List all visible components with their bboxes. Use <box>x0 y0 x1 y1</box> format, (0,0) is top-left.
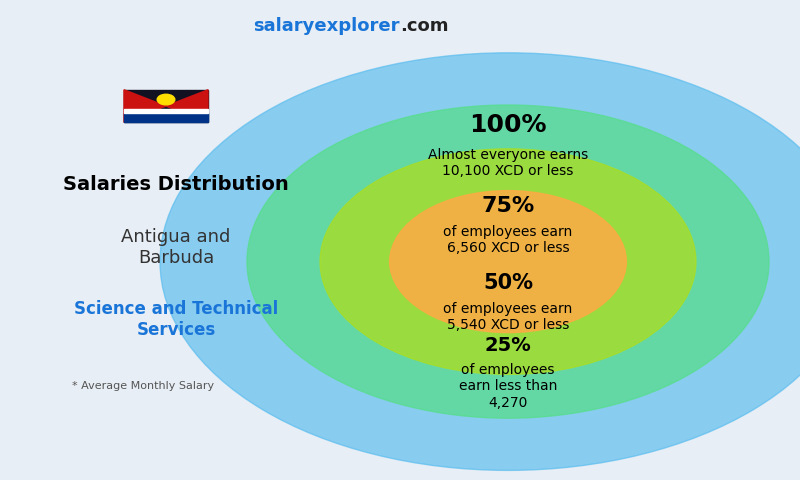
Bar <box>124 90 208 122</box>
Text: of employees
earn less than
4,270: of employees earn less than 4,270 <box>459 363 557 409</box>
Text: Science and Technical
Services: Science and Technical Services <box>74 300 278 338</box>
Text: of employees earn
5,540 XCD or less: of employees earn 5,540 XCD or less <box>443 302 573 332</box>
Circle shape <box>160 53 800 470</box>
Text: 50%: 50% <box>483 273 533 293</box>
Text: Almost everyone earns
10,100 XCD or less: Almost everyone earns 10,100 XCD or less <box>428 148 588 178</box>
Bar <box>124 109 208 113</box>
Text: Antigua and
Barbuda: Antigua and Barbuda <box>122 228 230 266</box>
Text: of employees earn
6,560 XCD or less: of employees earn 6,560 XCD or less <box>443 225 573 255</box>
Text: 100%: 100% <box>470 113 546 137</box>
Circle shape <box>247 105 769 418</box>
Text: .com: .com <box>400 17 449 35</box>
Bar <box>124 113 208 122</box>
Text: 75%: 75% <box>482 196 534 216</box>
Polygon shape <box>124 90 166 122</box>
Polygon shape <box>166 90 208 122</box>
Text: * Average Monthly Salary: * Average Monthly Salary <box>72 382 214 391</box>
Text: 25%: 25% <box>485 336 531 355</box>
Circle shape <box>320 149 696 374</box>
Circle shape <box>157 94 175 105</box>
Text: Salaries Distribution: Salaries Distribution <box>63 175 289 194</box>
Circle shape <box>390 191 626 333</box>
Text: salaryexplorer: salaryexplorer <box>254 17 400 35</box>
